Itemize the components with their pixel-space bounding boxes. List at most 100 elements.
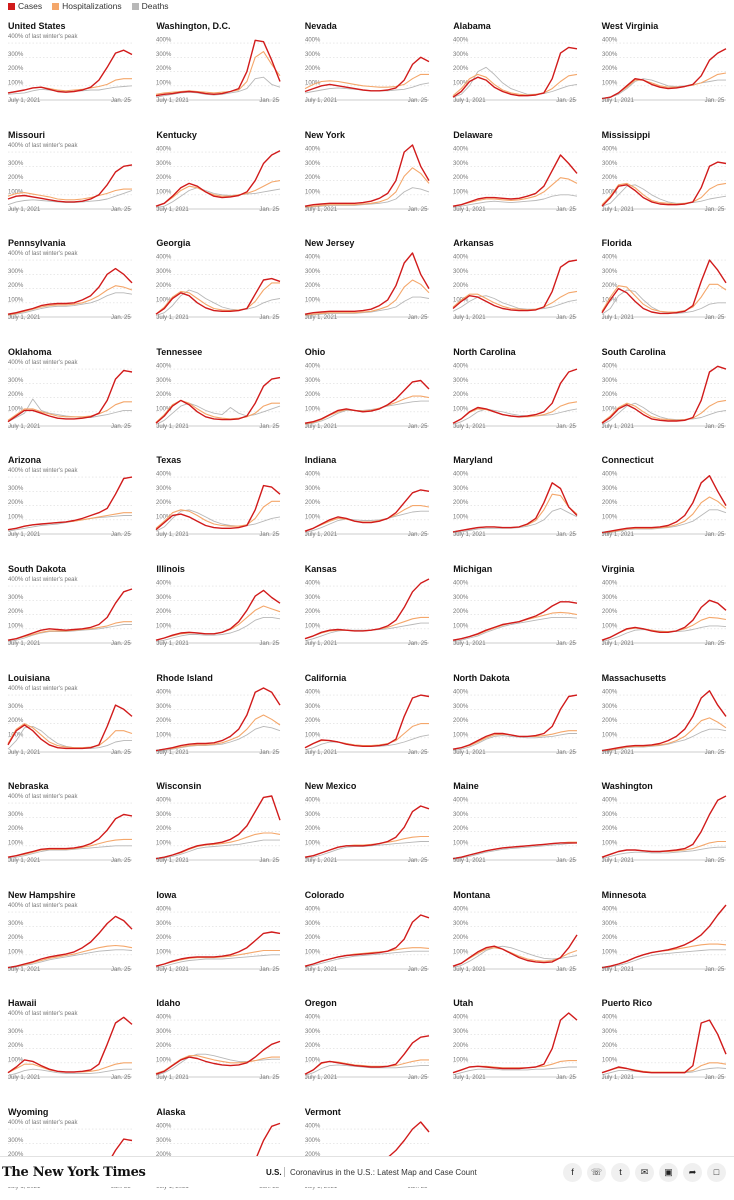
sparkline-plot: 400% 300% 200% 100% [601, 472, 727, 535]
state-chart-delaware: Delaware 400% 300% 200% 100% July 1, 2021 Jan.… [445, 119, 585, 219]
y-tick-label: 100% [453, 1058, 469, 1064]
y-tick-label: 100% [305, 515, 321, 521]
x-axis-start-label: July 1, 2021 [304, 966, 338, 973]
y-tick-label: 200% [453, 609, 469, 615]
state-title: Puerto Rico [601, 998, 653, 1009]
state-title: Vermont [304, 1107, 341, 1117]
y-tick-label: 400% [305, 581, 321, 587]
state-title: New Mexico [304, 781, 357, 792]
facebook-icon[interactable]: f [563, 1162, 582, 1182]
article-title[interactable]: Coronavirus in the U.S.: Latest Map and … [290, 1167, 477, 1177]
gift-icon[interactable]: ▣ [659, 1162, 678, 1182]
state-chart-mississippi: Mississippi 400% 300% 200% 100% July 1, 2021 J… [594, 119, 734, 219]
state-chart-louisiana: Louisiana 400% of last winter's peak 300% 2… [0, 662, 140, 762]
series-line-deaths [7, 292, 133, 317]
state-chart-oregon: Oregon 400% 300% 200% 100% July 1, 2021 Jan. 2… [297, 987, 437, 1087]
y-tick-label: 200% [156, 283, 172, 289]
series-line-cases [453, 694, 578, 750]
x-axis-start-label: July 1, 2021 [8, 966, 41, 973]
state-chart-tennessee: Tennessee 400% 300% 200% 100% July 1, 2021 Jan… [148, 336, 288, 436]
x-axis-end-label: Jan. 25 [111, 206, 131, 213]
x-axis-start-label: July 1, 2021 [601, 206, 634, 213]
series-line-deaths [156, 186, 281, 208]
y-tick-label: 300% [156, 378, 172, 384]
state-title: New Jersey [304, 238, 355, 249]
series-line-cases [453, 482, 578, 533]
x-axis-start-label: July 1, 2021 [304, 1184, 338, 1190]
series-line-deaths [7, 624, 132, 643]
x-axis-start-label: July 1, 2021 [8, 749, 41, 756]
twitter-icon[interactable]: t [611, 1162, 630, 1182]
whatsapp-icon[interactable]: ☏ [587, 1162, 606, 1182]
state-chart-florida: Florida 400% 300% 200% 100% July 1, 2021 Jan. … [594, 227, 734, 327]
y-tick-label: 100% [156, 623, 172, 629]
y-axis-subtitle: 400% of last winter's peak [8, 685, 78, 692]
y-tick-label: 200% [305, 500, 321, 506]
y-tick-label: 300% [8, 269, 24, 275]
x-axis-start-label: July 1, 2021 [601, 641, 634, 647]
state-chart-colorado: Colorado 400% 300% 200% 100% July 1, 2021 Jan.… [297, 879, 437, 979]
sparkline-plot: 400% 300% 200% 100% [601, 795, 726, 861]
x-axis-start-label: July 1, 2021 [156, 206, 189, 213]
y-tick-label: 200% [156, 1043, 172, 1049]
y-tick-label: 100% [602, 189, 618, 195]
y-tick-label: 400% [156, 581, 172, 587]
sparkline-plot: 400% 300% 200% 100% [304, 906, 430, 970]
share-icon[interactable]: ➦ [683, 1162, 702, 1182]
x-axis-start-label: July 1, 2021 [156, 1075, 189, 1082]
state-chart-washington-d-c: Washington, D.C. 400% 300% 200% 100% July 1, … [148, 10, 288, 110]
section-label[interactable]: U.S. [266, 1167, 282, 1177]
nyt-logo[interactable]: The New York Times [2, 1164, 146, 1180]
series-line-hospitalizations [601, 182, 726, 205]
y-tick-label: 200% [453, 283, 469, 289]
state-title: Oregon [304, 998, 337, 1009]
y-tick-label: 300% [602, 160, 618, 166]
series-line-hospitalizations [156, 179, 281, 207]
sparkline-plot: 400% 300% 200% 100% [304, 578, 430, 644]
y-tick-label: 100% [156, 189, 172, 195]
email-icon[interactable]: ✉ [635, 1162, 654, 1182]
y-tick-label: 300% [602, 269, 618, 275]
y-tick-label: 200% [156, 66, 172, 72]
series-line-cases [7, 813, 133, 859]
sparkline-plot: 400% 300% 200% 100% [453, 689, 578, 752]
y-tick-label: 300% [156, 160, 172, 166]
series-line-cases [304, 489, 429, 533]
sparkline-plot: 300% 200% 100% [7, 368, 133, 427]
y-tick-label: 100% [453, 732, 469, 738]
x-axis-start-label: July 1, 2021 [304, 315, 338, 322]
y-tick-label: 200% [453, 175, 469, 181]
x-axis-end-label: Jan. 25 [407, 423, 428, 430]
y-tick-label: 300% [602, 595, 618, 601]
sparkline-plot: 400% 300% 200% 100% [156, 581, 281, 644]
comments-icon[interactable]: □ [707, 1162, 726, 1182]
y-tick-label: 400% [305, 255, 321, 261]
footer-divider [284, 1167, 285, 1177]
state-title: Nebraska [8, 781, 49, 792]
series-line-cases [304, 143, 430, 207]
series-line-hospitalizations [304, 946, 429, 967]
series-line-deaths [453, 1066, 578, 1076]
x-axis-end-label: Jan. 25 [407, 858, 428, 865]
state-chart-south-carolina: South Carolina 400% 300% 200% 100% July 1, 20… [594, 336, 734, 436]
y-tick-label: 100% [8, 623, 24, 629]
sparkline-plot: 400% 300% 200% 100% [601, 689, 727, 752]
x-axis-end-label: Jan. 25 [407, 315, 428, 322]
y-tick-label: 300% [453, 595, 469, 601]
y-tick-label: 400% [602, 472, 618, 478]
y-tick-label: 300% [453, 812, 469, 818]
series-line-deaths [304, 296, 429, 317]
y-tick-label: 300% [8, 921, 24, 927]
y-tick-label: 200% [453, 826, 469, 832]
sparkline-plot: 400% 300% 200% 100% [156, 1015, 281, 1078]
y-axis-subtitle: 400% of last winter's peak [8, 34, 78, 40]
y-tick-label: 300% [305, 703, 321, 709]
sparkline-plot: 400% 300% 200% 100% [156, 686, 281, 752]
series-line-cases [452, 259, 578, 312]
state-chart-maryland: Maryland 400% 300% 200% 100% July 1, 2021 Jan.… [445, 444, 585, 544]
x-axis-start-label: July 1, 2021 [453, 1075, 486, 1082]
y-tick-label: 300% [305, 52, 321, 58]
y-tick-label: 300% [156, 703, 172, 709]
x-axis-end-label: Jan. 25 [407, 749, 428, 756]
y-tick-label: 200% [305, 935, 321, 941]
